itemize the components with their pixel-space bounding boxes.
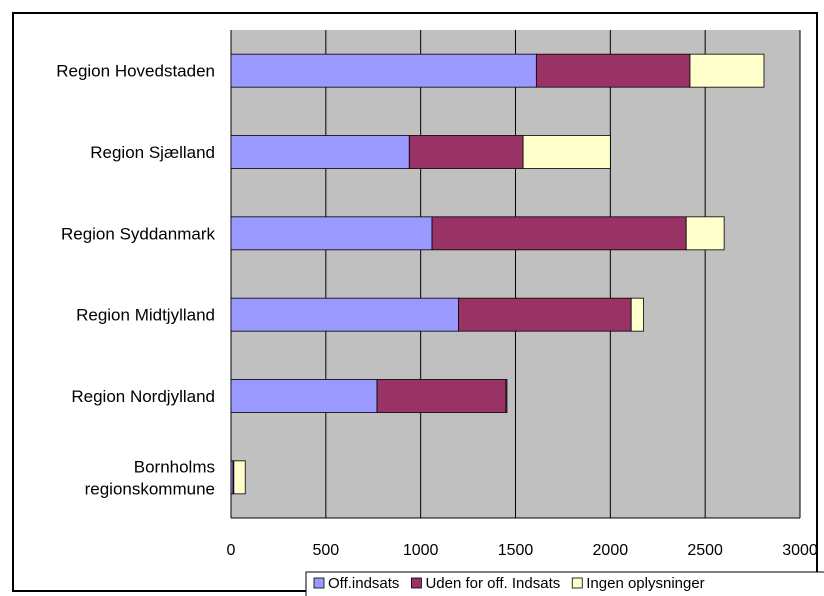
x-tick-label: 2000 <box>593 542 629 559</box>
bar-segment <box>230 297 460 332</box>
category-label: Bornholms <box>134 457 215 476</box>
x-tick-label: 1500 <box>498 542 534 559</box>
legend-label: Uden for off. Indsats <box>425 575 560 592</box>
category-label: Region Midtjylland <box>76 306 215 325</box>
bar-segment <box>376 379 507 413</box>
category-label: Region Syddanmark <box>61 224 216 243</box>
x-tick-label: 500 <box>312 542 339 559</box>
legend-box <box>305 571 824 596</box>
legend: Off.indsats Uden for off. Indsats Ingen op… <box>305 571 824 596</box>
bar-segment <box>535 53 691 88</box>
bar-segment <box>230 216 433 251</box>
bar-segment <box>233 460 246 495</box>
category-label: Region Sjælland <box>90 143 215 162</box>
legend-swatch <box>411 577 422 589</box>
category-labels: Region Hovedstaden Region Sjælland Region … <box>56 62 215 499</box>
x-tick-label: 3000 <box>782 542 818 559</box>
bar-segment <box>685 216 725 251</box>
bar-segment <box>522 135 611 169</box>
legend-label: Off.indsats <box>328 575 399 592</box>
bar-segment <box>458 297 632 332</box>
category-label: regionskommune <box>85 479 215 498</box>
bar-segment <box>689 53 765 88</box>
x-tick-label: 2500 <box>687 542 723 559</box>
category-label: Region Hovedstaden <box>56 62 215 81</box>
x-tick-label: 1000 <box>403 542 439 559</box>
bar-segment <box>230 53 537 88</box>
x-tick-label: 0 <box>227 542 236 559</box>
bars <box>230 53 765 495</box>
x-axis: 0 500 1000 1500 2000 2500 3000 <box>227 517 818 559</box>
gridlines <box>230 30 801 518</box>
bar-segment <box>431 216 687 251</box>
bar-segment <box>630 297 644 332</box>
legend-swatch <box>313 577 325 589</box>
category-label: Region Nordjylland <box>71 387 215 406</box>
bar-segment <box>230 135 410 169</box>
bar-segment <box>408 135 524 169</box>
legend-label: Ingen oplysninger <box>586 575 704 592</box>
bar-segment <box>505 379 508 413</box>
bar-segment <box>230 379 378 413</box>
legend-swatch <box>571 577 583 589</box>
